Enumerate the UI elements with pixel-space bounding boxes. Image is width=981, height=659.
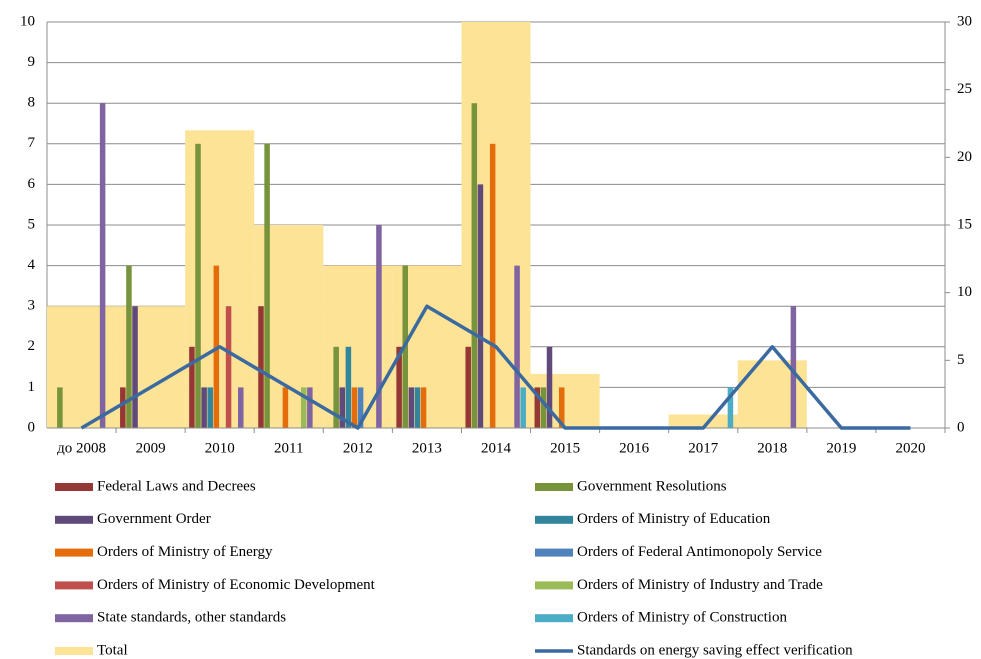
legend-swatch <box>55 515 93 524</box>
legend-label: Government Resolutions <box>577 478 727 494</box>
x-tick-label: 2018 <box>757 440 787 456</box>
total-bar <box>737 360 807 428</box>
legend-swatch <box>535 483 573 491</box>
legend-swatch <box>535 614 573 623</box>
y2-tick-label: 30 <box>957 13 972 29</box>
bar <box>520 387 526 428</box>
x-tick-label: 2020 <box>895 440 925 456</box>
legend-label: Orders of Ministry of Industry and Trade <box>577 577 823 593</box>
x-tick-label: 2011 <box>274 440 303 456</box>
y-tick-label: 0 <box>28 419 36 435</box>
x-tick-label: 2014 <box>481 440 512 456</box>
bar <box>300 387 307 428</box>
bar <box>534 387 541 428</box>
y-tick-label: 8 <box>28 95 36 111</box>
bar <box>99 103 106 428</box>
bar <box>471 103 478 428</box>
legend-label: Orders of Ministry of Energy <box>97 544 273 560</box>
line <box>80 304 911 430</box>
y2-tick-label: 20 <box>957 149 972 165</box>
legend-label: Federal Laws and Decrees <box>97 478 256 494</box>
bar <box>207 387 213 428</box>
x-tick-label: 2009 <box>136 440 166 456</box>
y-tick-label: 1 <box>28 379 36 395</box>
legend-swatch <box>55 483 93 491</box>
legend-label: State standards, other standards <box>97 610 286 626</box>
bar <box>477 184 484 428</box>
bar <box>195 143 201 429</box>
bar <box>790 306 797 428</box>
bar <box>132 306 138 428</box>
x-tick-label: 2017 <box>688 440 719 456</box>
y-tick-label: 3 <box>28 298 36 314</box>
bar <box>282 387 289 428</box>
y-tick-label: 7 <box>28 135 36 151</box>
legend-swatch <box>535 515 573 524</box>
x-tick-label: 2010 <box>205 440 235 456</box>
bar <box>465 346 471 428</box>
y2-tick-label: 10 <box>957 284 972 300</box>
y-tick-label: 5 <box>28 216 36 232</box>
legend-label: Orders of Ministry of Economic Developme… <box>97 577 376 593</box>
x-tick-label: 2015 <box>550 440 580 456</box>
y-tick-label: 10 <box>20 13 35 29</box>
bar <box>540 387 547 428</box>
bar <box>333 346 339 428</box>
bar <box>238 387 244 428</box>
bar <box>225 306 232 428</box>
legend-label: Standards on energy saving effect verifi… <box>577 642 853 658</box>
y-tick-label: 6 <box>28 176 36 192</box>
bar <box>546 346 553 428</box>
x-tick-label: 2013 <box>412 440 442 456</box>
bar <box>345 346 352 428</box>
legend-label: Orders of Ministry of Education <box>577 511 771 527</box>
y-tick-label: 4 <box>28 257 36 273</box>
bar <box>727 387 734 428</box>
y2-tick-label: 15 <box>957 216 972 232</box>
bar <box>57 387 63 428</box>
bar <box>396 346 402 428</box>
x-tick-label: 2019 <box>826 440 856 456</box>
legend-label: Total <box>97 642 128 658</box>
bar <box>357 387 364 428</box>
bar <box>126 265 132 428</box>
legend-swatch <box>55 548 93 557</box>
bar <box>307 387 313 428</box>
legend-swatch <box>535 548 573 557</box>
legend-swatch <box>55 581 93 590</box>
legend-swatch <box>55 614 93 623</box>
total-bar <box>668 414 738 428</box>
legend-swatch <box>55 647 93 655</box>
y-tick-label: 9 <box>28 54 36 70</box>
bar <box>376 225 382 428</box>
legend-label: Orders of Federal Antimonopoly Service <box>577 544 822 560</box>
bar <box>120 387 126 428</box>
legend-swatch <box>535 581 573 590</box>
bar <box>339 387 346 428</box>
bar <box>420 387 427 428</box>
bar <box>514 265 520 428</box>
y2-tick-label: 5 <box>957 352 965 368</box>
x-tick-label: до 2008 <box>57 440 106 456</box>
x-tick-label: 2016 <box>619 440 650 456</box>
y2-tick-label: 0 <box>957 419 965 435</box>
x-tick-label: 2012 <box>343 440 373 456</box>
y-tick-label: 2 <box>28 338 36 354</box>
bar <box>351 387 358 428</box>
bar <box>558 387 565 428</box>
legend-label: Orders of Ministry of Construction <box>577 610 787 626</box>
bar <box>408 387 415 428</box>
legend-label: Government Order <box>97 511 211 527</box>
bar <box>189 346 195 428</box>
bar <box>264 143 270 429</box>
y2-tick-label: 25 <box>957 81 972 97</box>
bar <box>489 143 496 429</box>
bar <box>414 387 421 428</box>
bar <box>201 387 207 428</box>
bar <box>258 306 264 428</box>
